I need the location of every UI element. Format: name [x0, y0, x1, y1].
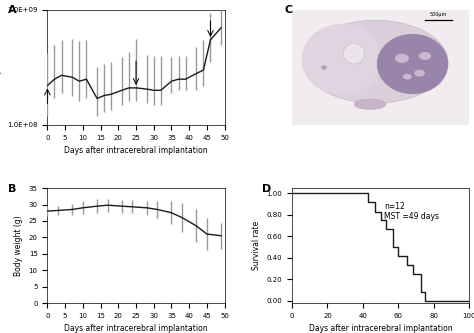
Y-axis label: Survival rate: Survival rate: [252, 221, 261, 270]
Ellipse shape: [403, 74, 411, 80]
Text: C: C: [285, 5, 293, 15]
Ellipse shape: [343, 43, 365, 64]
Ellipse shape: [419, 52, 431, 60]
Text: B: B: [9, 183, 17, 193]
Ellipse shape: [377, 34, 448, 94]
Ellipse shape: [354, 99, 386, 110]
Ellipse shape: [321, 65, 327, 70]
Text: n=12
MST =49 days: n=12 MST =49 days: [384, 202, 439, 221]
X-axis label: Days after intracerebral implantation: Days after intracerebral implantation: [64, 146, 208, 155]
Ellipse shape: [395, 54, 409, 63]
X-axis label: Days after intracerebral implantation: Days after intracerebral implantation: [309, 324, 453, 333]
Text: 500μm: 500μm: [429, 12, 447, 17]
Ellipse shape: [302, 20, 448, 103]
Y-axis label: Body weight (g): Body weight (g): [14, 215, 23, 276]
X-axis label: Days after intracerebral implantation: Days after intracerebral implantation: [64, 324, 208, 333]
Text: D: D: [262, 183, 271, 193]
Ellipse shape: [302, 24, 382, 95]
Y-axis label: Fluorescence (photons/s/sr/cm²): Fluorescence (photons/s/sr/cm²): [0, 6, 1, 129]
Ellipse shape: [414, 70, 425, 77]
Text: A: A: [9, 5, 17, 15]
